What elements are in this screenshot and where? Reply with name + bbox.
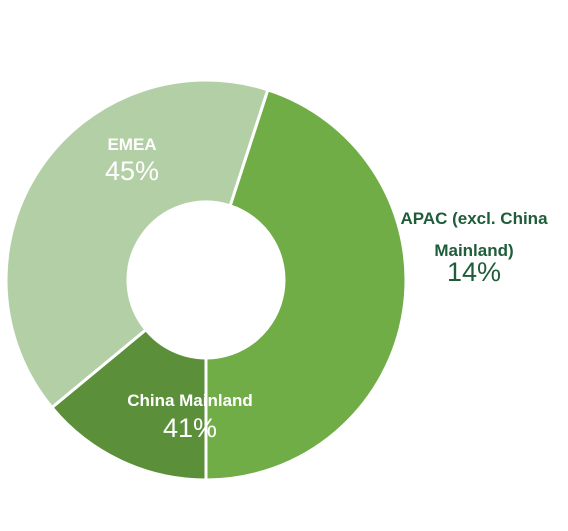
slice-label-2-line-0: China Mainland bbox=[127, 391, 253, 410]
slice-label-0-line-0: EMEA bbox=[107, 135, 156, 154]
slice-emea bbox=[204, 87, 408, 482]
slice-value-label-0: 45% bbox=[105, 156, 159, 186]
slice-apac-excl-china-mainland bbox=[49, 327, 208, 482]
labels-group: EMEA 45% APAC (excl. China Mainland)14% Chin… bbox=[105, 135, 548, 443]
slice-label-1-line-0: APAC (excl. China bbox=[400, 209, 548, 228]
slice-value-label-1: 14% bbox=[447, 257, 501, 287]
slice-china-mainland bbox=[4, 78, 270, 410]
slice-label-1-line-1: Mainland) bbox=[434, 241, 513, 260]
slices-group bbox=[4, 78, 408, 482]
slice-value-label-2: 41% bbox=[163, 413, 217, 443]
